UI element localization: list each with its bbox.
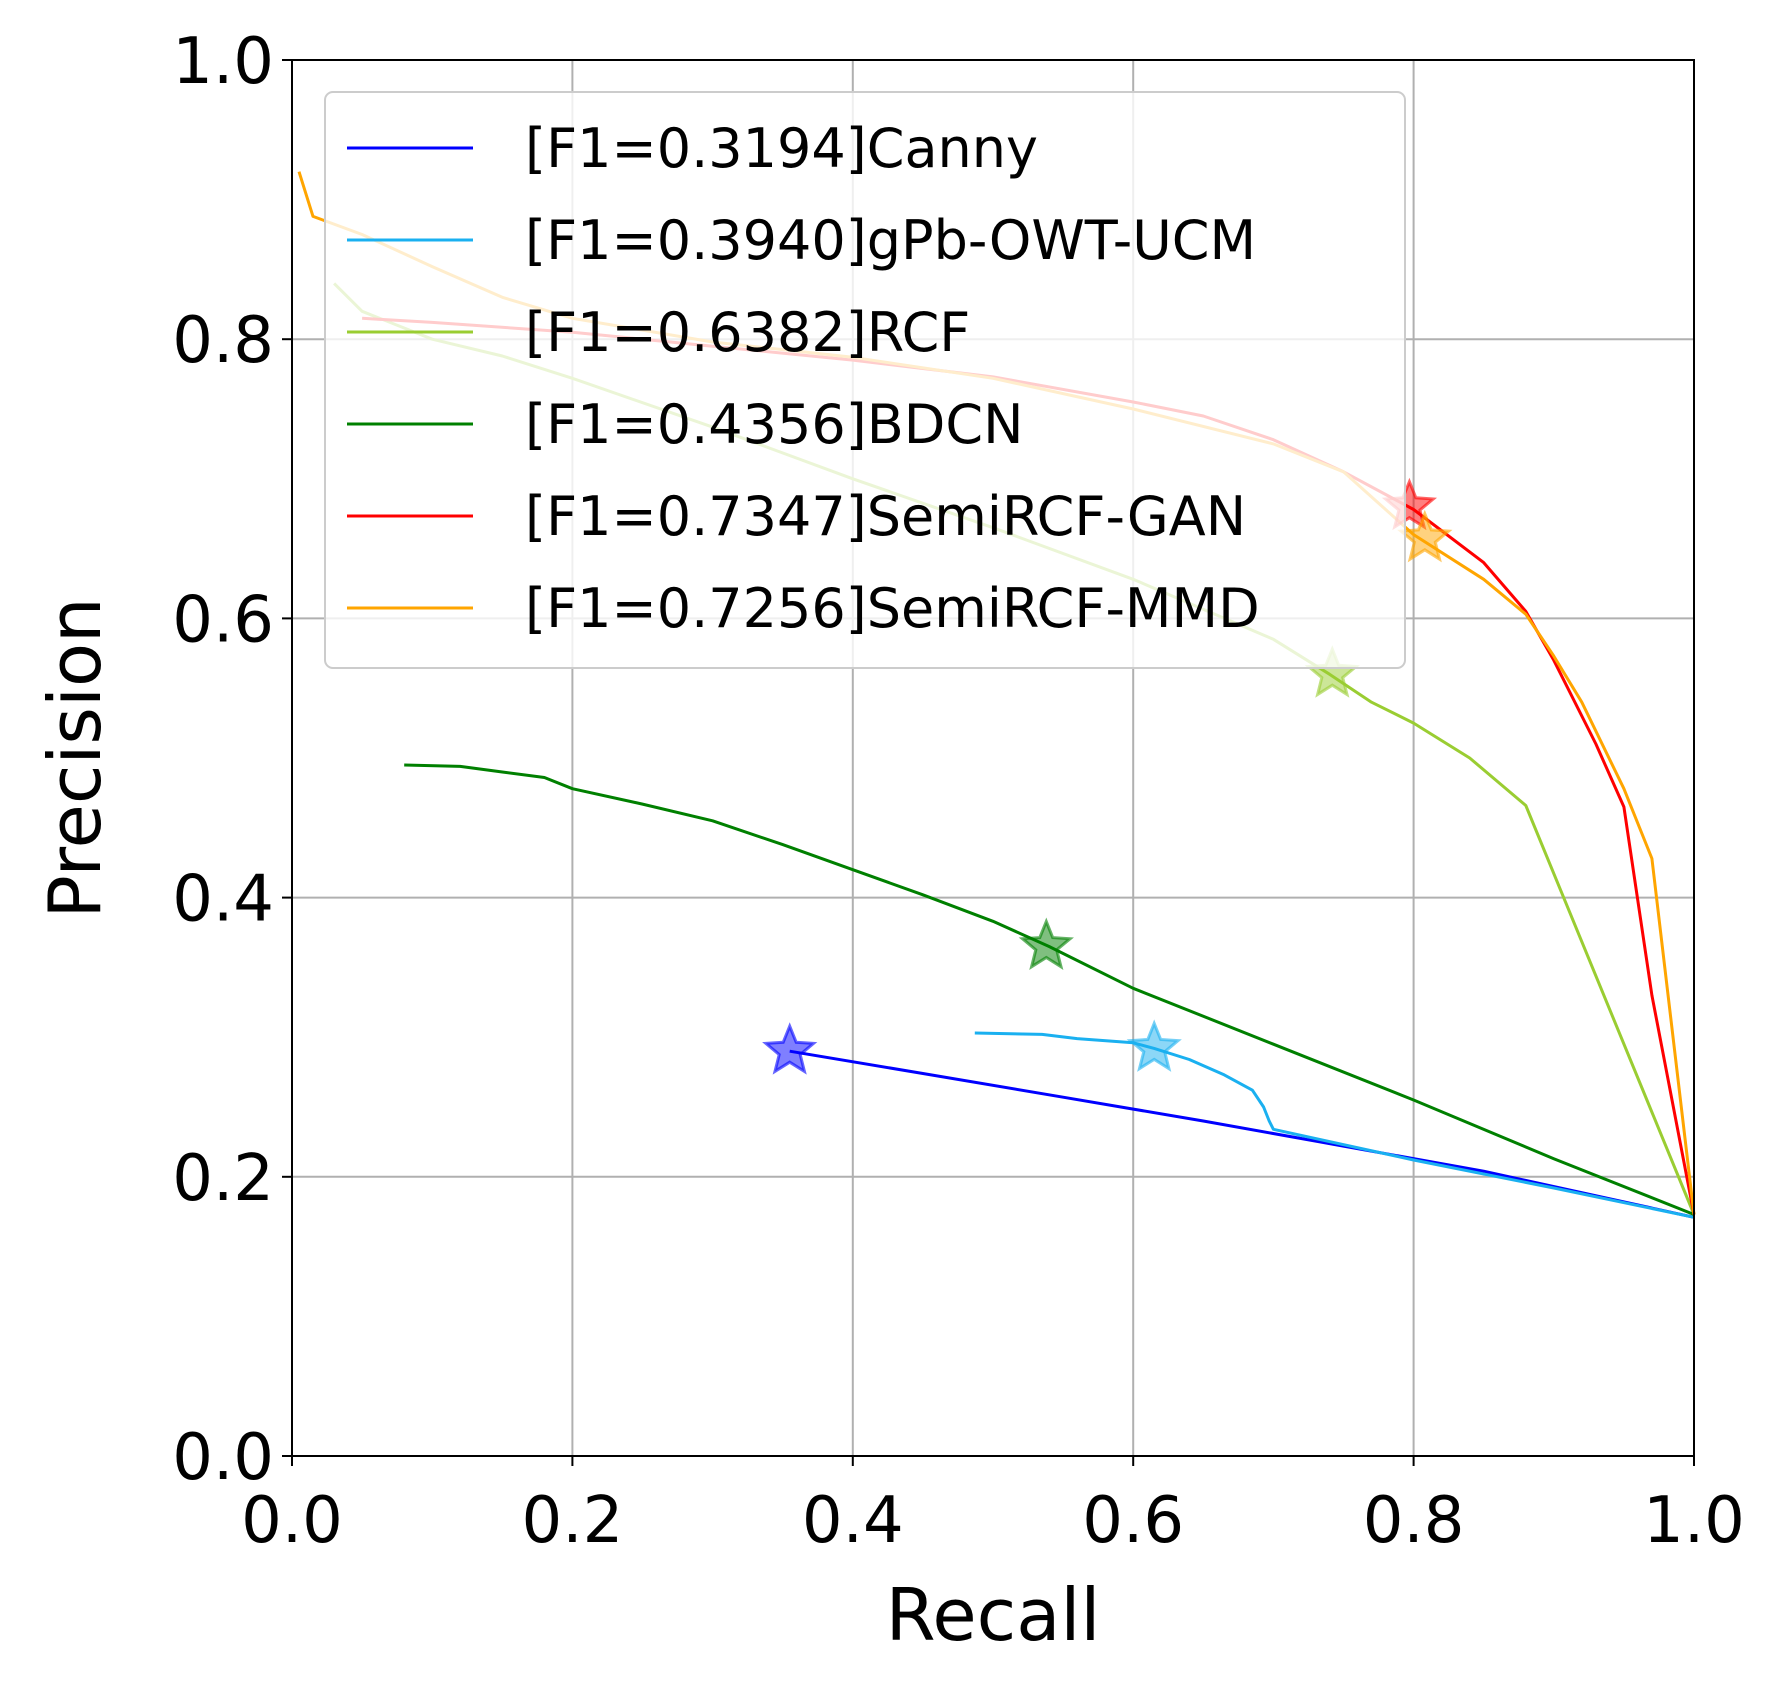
x-tick-label: 1.0 — [1643, 1484, 1745, 1558]
series-line-0 — [789, 1049, 1695, 1219]
series-line-3 — [404, 763, 1695, 1216]
plot-frame — [291, 59, 1695, 1457]
y-tick-label: 1.0 — [172, 25, 274, 99]
best-f1-star-1 — [1126, 1019, 1182, 1072]
x-tick-label: 0.2 — [522, 1484, 624, 1558]
series-line-1 — [974, 1031, 1695, 1219]
legend-label-3: [F1=0.4356]BDCN — [525, 393, 1023, 456]
best-f1-markers — [762, 477, 1453, 1075]
best-f1-star-3 — [1018, 917, 1074, 970]
legend-label-2: [F1=0.6382]RCF — [525, 301, 970, 364]
x-tick-label: 0.8 — [1363, 1484, 1465, 1558]
legend-label-0: [F1=0.3194]Canny — [525, 117, 1038, 180]
x-tick-label: 0.0 — [241, 1484, 343, 1558]
y-axis-title: Precision — [33, 597, 117, 918]
best-f1-star-0 — [762, 1022, 818, 1075]
legend-label-4: [F1=0.7347]SemiRCF-GAN — [525, 485, 1246, 548]
legend-label-1: [F1=0.3940]gPb-OWT-UCM — [525, 209, 1256, 272]
axis-ticks: 0.0 0.2 0.4 0.6 0.8 1.0 0.0 0.2 0.4 0.6 0.8 1.0 — [172, 25, 1745, 1558]
legend-box — [324, 91, 1406, 669]
x-tick-label: 0.6 — [1082, 1484, 1184, 1558]
y-tick-label: 0.0 — [172, 1421, 274, 1495]
x-axis-title: Recall — [886, 1573, 1101, 1657]
legend-label-5: [F1=0.7256]SemiRCF-MMD — [525, 577, 1260, 640]
x-tick-label: 0.4 — [802, 1484, 904, 1558]
y-tick-label: 0.8 — [172, 304, 274, 378]
legend: [F1=0.3194]Canny [F1=0.3940]gPb-OWT-UCM [F… — [324, 91, 1406, 669]
y-tick-label: 0.6 — [172, 583, 274, 657]
best-f1-star-5 — [1397, 509, 1453, 563]
y-tick-label: 0.4 — [172, 863, 274, 937]
y-tick-label: 0.2 — [172, 1142, 274, 1216]
